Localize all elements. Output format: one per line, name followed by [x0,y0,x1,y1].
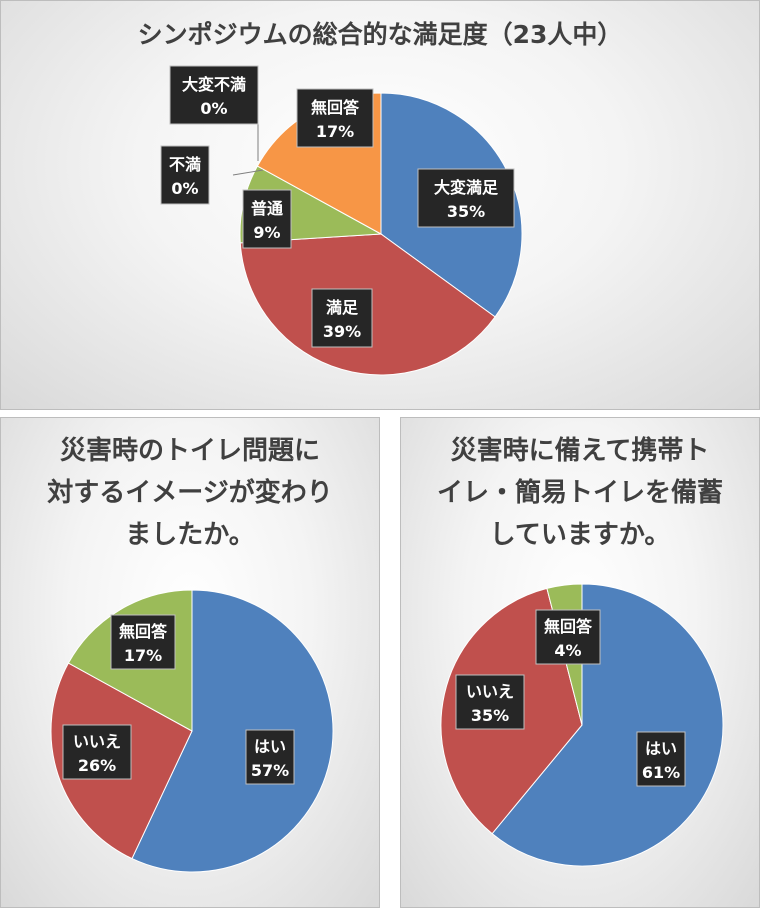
slice-label: いいえ [73,732,121,751]
slice-percent: 0% [200,99,227,118]
slice-label: 大変満足 [434,178,499,197]
pie-slice [491,583,724,867]
toilet-image-pie-svg: はい 57% いいえ 26% 無回答 17% [50,589,334,873]
slice-percent: 9% [253,223,280,242]
slice-label: はい [645,739,677,758]
leader-line [232,169,264,176]
slice-label: 普通 [251,199,283,218]
slice-percent: 61% [642,763,680,782]
data-label-box [110,614,176,670]
data-label-box [62,724,132,780]
slice-label: 無回答 [544,617,593,636]
slice-percent: 35% [471,706,509,725]
stockpile-pie-svg: はい 61% いいえ 35% 無回答 4% [440,583,724,867]
data-label-box [169,65,259,125]
data-label-box [417,168,515,228]
satisfaction-pie-svg: 大変満足 35% 満足 39% 普通 9% 不満 0% 大変不満 0% 無回答 17% [160,65,523,376]
slice-label: はい [254,737,286,756]
slice-label: 満足 [326,298,359,317]
data-label-box [296,88,374,148]
data-label-box [245,729,295,785]
data-label-box [636,731,686,787]
data-label-box [311,288,373,348]
slice-label: 無回答 [311,98,360,117]
slice-percent: 0% [171,179,198,198]
satisfaction-chart-panel: シンポジウムの総合的な満足度（23人中） 大変満足 35% 満足 39% 普通 9% 不満 0… [0,0,760,410]
data-label-box [242,189,292,249]
chart-title: 災害時のトイレ問題に 対するイメージが変わり ましたか。 [47,436,333,550]
slice-percent: 57% [251,761,289,780]
chart-title: シンポジウムの総合的な満足度（23人中） [137,20,623,49]
slice-label: 無回答 [119,622,168,641]
slice-percent: 17% [124,646,162,665]
slice-percent: 39% [323,322,361,341]
slice-percent: 17% [316,122,354,141]
data-label-box [455,674,525,730]
slice-percent: 35% [447,202,485,221]
slice-percent: 26% [78,756,116,775]
data-label-box [160,145,210,205]
data-label-box [535,609,601,665]
slice-percent: 4% [554,641,581,660]
chart-title: 災害時に備えて携帯ト イレ・簡易トイレを備蓄 していますか。 [436,436,723,550]
stockpile-chart-panel: 災害時に備えて携帯ト イレ・簡易トイレを備蓄 していますか。 はい 61% いいえ 3… [400,417,760,908]
slice-label: 大変不満 [182,75,246,94]
slice-label: いいえ [466,682,514,701]
toilet-image-chart-panel: 災害時のトイレ問題に 対するイメージが変わり ましたか。 はい 57% いいえ 26%… [0,417,380,908]
pie-slice [131,589,334,873]
slice-label: 不満 [169,155,201,174]
